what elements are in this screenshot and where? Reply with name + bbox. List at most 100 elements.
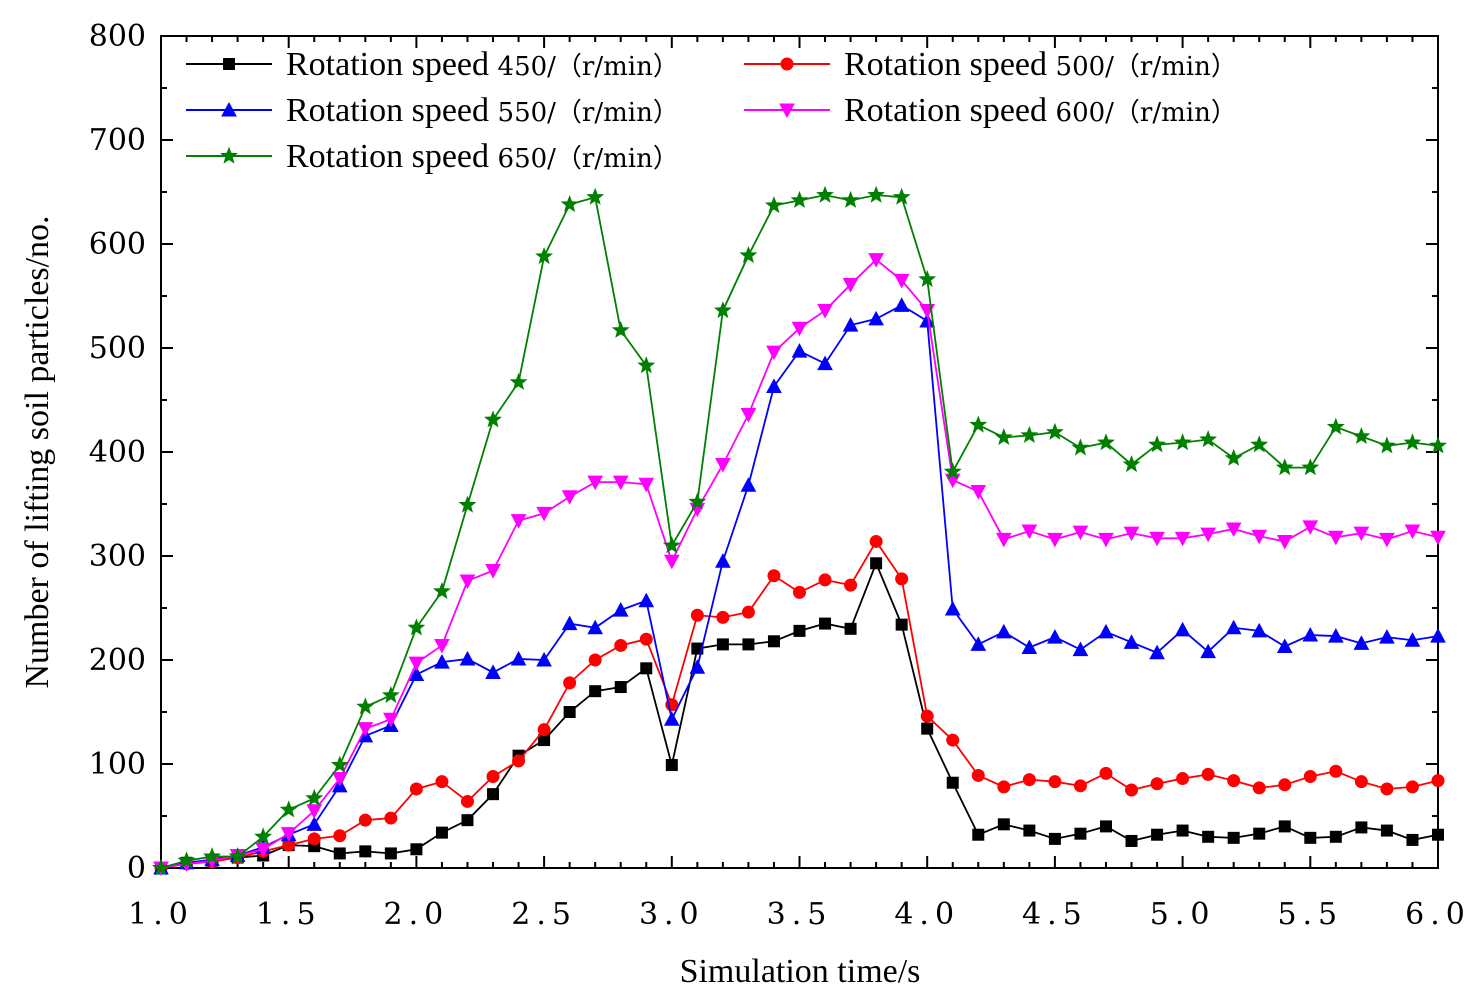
data-point bbox=[1151, 828, 1164, 841]
data-point bbox=[844, 622, 857, 635]
data-point bbox=[868, 310, 884, 326]
data-point bbox=[870, 557, 883, 570]
data-point bbox=[1278, 778, 1292, 792]
data-point bbox=[766, 345, 782, 361]
data-point bbox=[791, 343, 808, 358]
data-point bbox=[741, 605, 755, 619]
data-point bbox=[1045, 422, 1064, 440]
data-point bbox=[383, 712, 399, 728]
legend-marker bbox=[223, 58, 235, 70]
data-point bbox=[1071, 438, 1090, 456]
data-point bbox=[817, 355, 833, 371]
data-point bbox=[920, 709, 934, 723]
legend-marker bbox=[221, 101, 237, 117]
data-point bbox=[331, 772, 348, 787]
data-point bbox=[1149, 531, 1165, 547]
data-point bbox=[1224, 448, 1243, 466]
data-point bbox=[330, 755, 349, 773]
data-point bbox=[893, 273, 910, 289]
data-point bbox=[1021, 639, 1038, 655]
data-point bbox=[384, 811, 398, 825]
data-point bbox=[1173, 433, 1192, 451]
data-point bbox=[791, 321, 808, 337]
data-point bbox=[716, 638, 729, 651]
data-point bbox=[946, 776, 959, 789]
data-point bbox=[1302, 626, 1319, 642]
x-tick-label: 2.5 bbox=[511, 897, 577, 932]
data-point bbox=[1020, 425, 1039, 443]
data-point bbox=[1176, 824, 1189, 837]
data-point bbox=[946, 733, 960, 747]
legend: Rotation speed 450/（r/min） Rotation speed… bbox=[186, 46, 1237, 175]
data-point bbox=[995, 623, 1012, 639]
data-point bbox=[510, 514, 527, 529]
data-point bbox=[844, 578, 858, 592]
data-point bbox=[410, 843, 423, 856]
y-tick-label: 400 bbox=[89, 435, 146, 470]
data-point bbox=[1122, 455, 1141, 473]
data-point bbox=[869, 534, 883, 548]
data-point bbox=[842, 317, 859, 332]
data-point bbox=[484, 410, 502, 428]
data-point bbox=[793, 585, 806, 599]
data-point bbox=[1072, 641, 1089, 657]
data-point bbox=[818, 573, 832, 587]
data-point bbox=[1276, 534, 1293, 550]
data-point bbox=[1432, 828, 1444, 841]
x-tick-label: 2.0 bbox=[384, 897, 450, 932]
x-tick-label: 5.5 bbox=[1277, 897, 1343, 932]
data-point bbox=[868, 253, 884, 268]
y-tick-label: 500 bbox=[89, 331, 146, 366]
data-point bbox=[994, 428, 1013, 446]
data-point bbox=[1328, 628, 1344, 643]
data-point bbox=[1174, 531, 1191, 547]
legend-label: Rotation speed 550/（r/min） bbox=[286, 92, 679, 129]
data-point bbox=[614, 638, 628, 652]
data-point bbox=[790, 190, 809, 208]
data-point bbox=[407, 618, 426, 636]
data-point bbox=[538, 734, 551, 747]
data-point bbox=[560, 195, 579, 213]
data-point bbox=[408, 666, 425, 682]
data-point bbox=[228, 847, 247, 865]
data-point bbox=[970, 485, 987, 500]
data-point bbox=[1176, 772, 1190, 786]
data-point bbox=[689, 659, 706, 674]
data-point bbox=[1200, 527, 1216, 543]
data-point bbox=[434, 638, 450, 654]
data-point bbox=[487, 788, 500, 801]
data-point bbox=[1406, 833, 1419, 846]
data-point bbox=[1048, 832, 1061, 845]
data-point bbox=[765, 196, 783, 214]
data-point bbox=[944, 600, 961, 616]
data-point bbox=[1275, 458, 1294, 476]
data-point bbox=[665, 759, 678, 772]
data-point bbox=[333, 829, 347, 843]
data-point bbox=[972, 828, 985, 841]
data-point bbox=[1379, 629, 1395, 644]
data-point bbox=[895, 618, 908, 631]
data-point bbox=[358, 813, 372, 827]
data-point bbox=[1303, 769, 1317, 783]
data-point bbox=[306, 804, 323, 819]
data-point bbox=[1022, 773, 1036, 787]
legend-marker bbox=[779, 103, 795, 119]
data-point bbox=[1377, 436, 1396, 454]
legend-item: Rotation speed 650/（r/min） bbox=[186, 138, 679, 175]
data-point bbox=[1201, 767, 1215, 781]
data-point bbox=[458, 495, 477, 513]
data-point bbox=[1278, 820, 1291, 833]
data-point bbox=[254, 827, 273, 845]
data-point bbox=[995, 532, 1012, 548]
axis-ticks: 1.0 1.5 2.0 2.5 3.0 3.5 4.0 4.5 5.0 5.5 6.0 0 100 200… bbox=[89, 19, 1465, 932]
data-point bbox=[485, 564, 501, 579]
data-point bbox=[715, 457, 731, 473]
data-point bbox=[408, 656, 425, 672]
data-point bbox=[435, 826, 448, 839]
legend-label: Rotation speed 450/（r/min） bbox=[286, 46, 679, 83]
data-point bbox=[1302, 520, 1319, 535]
data-point bbox=[1074, 827, 1087, 840]
data-point bbox=[1047, 629, 1063, 644]
series-layer bbox=[152, 185, 1447, 877]
